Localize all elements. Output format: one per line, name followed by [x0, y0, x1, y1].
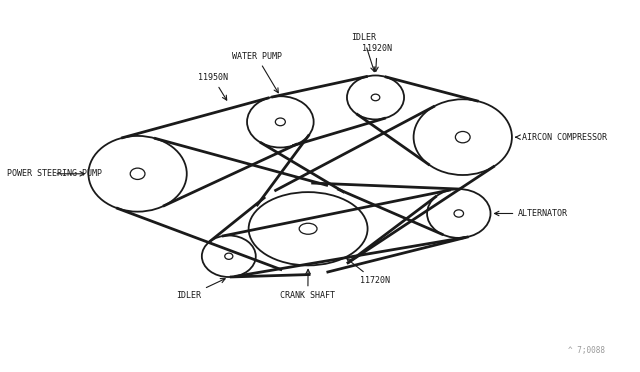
Text: AIRCON COMPRESSOR: AIRCON COMPRESSOR — [516, 133, 607, 142]
Text: ALTERNATOR: ALTERNATOR — [495, 209, 568, 218]
Text: WATER PUMP: WATER PUMP — [232, 52, 282, 93]
Text: IDLER: IDLER — [351, 33, 376, 72]
Text: 11950N: 11950N — [198, 73, 228, 100]
Text: 11720N: 11720N — [347, 259, 390, 285]
Text: IDLER: IDLER — [176, 279, 225, 301]
Text: POWER STEERING PUMP: POWER STEERING PUMP — [7, 169, 102, 178]
Text: ^ 7;0088: ^ 7;0088 — [568, 346, 605, 355]
Text: 11920N: 11920N — [362, 44, 392, 71]
Text: CRANK SHAFT: CRANK SHAFT — [280, 269, 335, 301]
